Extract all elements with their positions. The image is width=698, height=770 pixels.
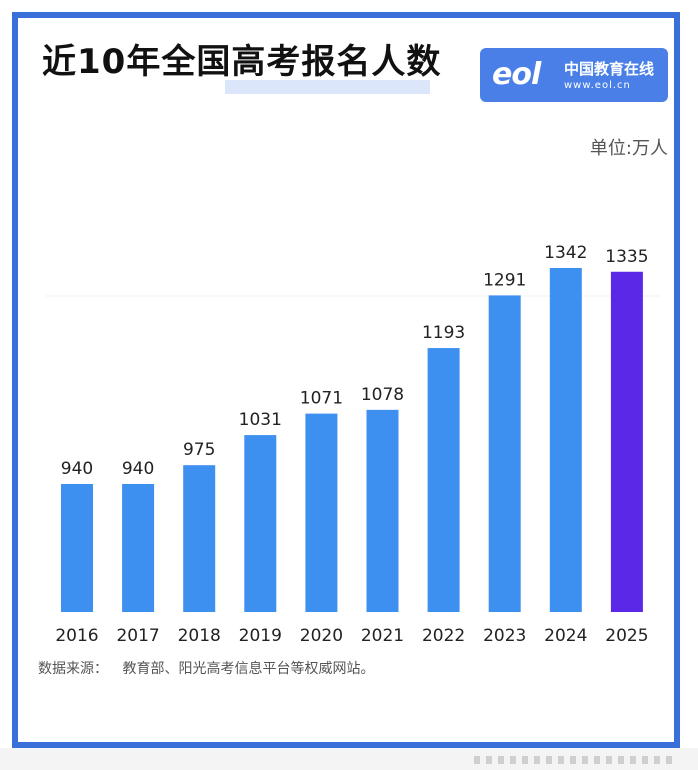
data-source-text: 教育部、阳光高考信息平台等权威网站。 bbox=[122, 661, 375, 677]
data-source-label: 数据来源： bbox=[38, 661, 108, 677]
data-source: 数据来源： 教育部、阳光高考信息平台等权威网站。 bbox=[38, 658, 374, 678]
x-tick-label-2020: 2020 bbox=[300, 626, 343, 646]
data-label-2025: 1335 bbox=[605, 247, 648, 267]
bar-2019 bbox=[244, 435, 277, 612]
x-tick-label-2024: 2024 bbox=[544, 626, 587, 646]
bar-2021 bbox=[366, 409, 399, 612]
x-tick-label-2021: 2021 bbox=[361, 626, 404, 646]
x-tick-label-2022: 2022 bbox=[422, 626, 465, 646]
bar-2025 bbox=[610, 271, 643, 612]
x-tick-label-2017: 2017 bbox=[116, 626, 159, 646]
page-indicator-dots bbox=[474, 756, 674, 764]
bar-2024 bbox=[549, 268, 582, 612]
eol-logo-name: 中国教育在线 bbox=[564, 60, 655, 78]
chart-title: 近10年全国高考报名人数 bbox=[42, 42, 442, 82]
bar-2020 bbox=[305, 413, 338, 612]
data-label-2023: 1291 bbox=[483, 270, 526, 290]
data-label-2019: 1031 bbox=[239, 410, 282, 430]
x-tick-label-2023: 2023 bbox=[483, 626, 526, 646]
eol-logo-mark: eol bbox=[492, 57, 541, 92]
x-tick-label-2025: 2025 bbox=[605, 626, 648, 646]
title-highlight bbox=[225, 80, 430, 94]
data-label-2022: 1193 bbox=[422, 323, 465, 343]
data-label-2024: 1342 bbox=[544, 243, 587, 263]
bar-2018 bbox=[183, 465, 216, 612]
unit-label: 单位:万人 bbox=[589, 138, 668, 159]
data-label-2020: 1071 bbox=[300, 389, 343, 409]
data-label-2021: 1078 bbox=[361, 385, 404, 405]
x-tick-label-2018: 2018 bbox=[178, 626, 221, 646]
bar-2017 bbox=[122, 484, 155, 612]
bar-2023 bbox=[488, 295, 521, 612]
data-label-2016: 940 bbox=[61, 459, 93, 479]
eol-logo: eol 中国教育在线 www.eol.cn bbox=[480, 48, 668, 102]
eol-logo-url: www.eol.cn bbox=[564, 80, 631, 91]
x-tick-label-2016: 2016 bbox=[55, 626, 98, 646]
bottom-strip bbox=[0, 748, 698, 770]
data-label-2018: 975 bbox=[183, 440, 215, 460]
data-label-2017: 940 bbox=[122, 459, 154, 479]
x-tick-label-2019: 2019 bbox=[239, 626, 282, 646]
bar-2022 bbox=[427, 348, 460, 612]
bar-2016 bbox=[61, 484, 93, 612]
